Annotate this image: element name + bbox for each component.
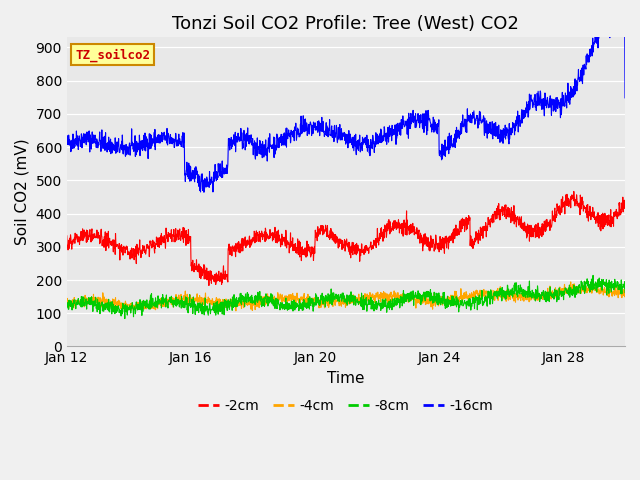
- Y-axis label: Soil CO2 (mV): Soil CO2 (mV): [15, 139, 30, 245]
- Legend: -2cm, -4cm, -8cm, -16cm: -2cm, -4cm, -8cm, -16cm: [193, 394, 499, 419]
- Title: Tonzi Soil CO2 Profile: Tree (West) CO2: Tonzi Soil CO2 Profile: Tree (West) CO2: [172, 15, 519, 33]
- X-axis label: Time: Time: [327, 371, 365, 386]
- Text: TZ_soilco2: TZ_soilco2: [75, 48, 150, 61]
